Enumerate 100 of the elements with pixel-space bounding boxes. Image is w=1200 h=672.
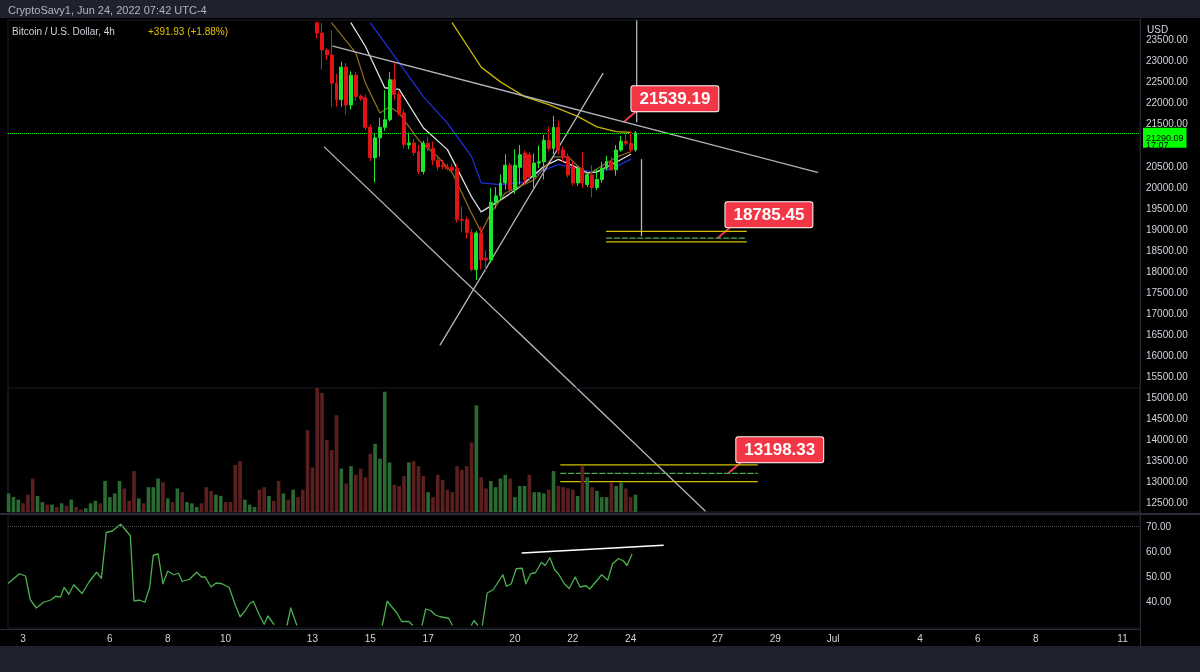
bar [291,489,295,512]
candlestick [634,130,637,153]
bar [382,391,387,512]
bar [286,499,291,512]
candlestick [421,140,425,175]
y-tick-label: 20500.00 [1146,160,1189,172]
bar [233,464,238,512]
bar [368,453,373,512]
y-tick-label: 15000.00 [1146,392,1189,404]
bar [209,490,213,512]
y-tick-label: 17500.00 [1146,286,1189,298]
candlestick [547,125,551,152]
x-tick-label: 11 [1117,632,1129,644]
bar [624,488,628,512]
bar [435,474,440,512]
x-tick-label: 3 [20,632,27,644]
y-tick-label: 15500.00 [1146,370,1189,382]
x-tick-label: 20 [509,632,521,644]
text: Bitcoin / U.S. Dollar, 4h [12,25,115,37]
line-series [350,22,632,213]
bar [98,503,103,512]
y-tick-label: 60.00 [1146,545,1172,557]
candlestick [590,164,594,198]
bar [407,462,411,512]
x-tick-label: 8 [164,632,171,644]
bar [532,492,537,512]
bar [267,495,271,512]
bar [137,498,141,512]
bar [16,499,21,512]
annotation: +391.93 (+1.88%) [148,25,229,37]
line-series [451,22,632,134]
y-tick-label: 12500.00 [1146,497,1189,509]
y-tick-label: 14000.00 [1146,434,1189,446]
line-series [331,22,632,233]
bar [590,487,594,512]
x-tick-label: 24 [625,632,637,644]
x-tick-label: 13 [306,632,319,644]
y-tick-label: 13500.00 [1146,455,1189,467]
bar [55,507,59,512]
bar [349,466,353,512]
bar [570,489,575,512]
bar [30,478,35,512]
bar [165,498,170,512]
x-tick-label: 10 [220,632,232,644]
bar [218,495,223,512]
y-tick-label: 20000.00 [1146,181,1189,193]
y-tick-label: 16000.00 [1146,349,1189,361]
candlestick [609,156,613,172]
candlestick [527,151,531,182]
bar [508,478,512,512]
bar [344,483,348,512]
candlestick [339,61,343,108]
chart-title: CryptoSavy1, Jun 24, 2022 07:42 UTC-4 [8,3,207,16]
y-tick-label: 23000.00 [1146,55,1189,67]
candlestick [585,172,589,188]
y-tick-label: 40.00 [1146,595,1172,607]
candlestick [552,115,555,155]
x-tick-label: 8 [1032,632,1039,644]
candlestick [344,62,348,116]
x-tick-label: 6 [107,632,114,644]
annotation: 13198.33 [744,440,816,460]
x-tick-label: 29 [769,632,782,644]
candlestick [508,162,512,194]
bar [161,482,165,512]
text: 17:07 [1146,140,1169,151]
bar [315,388,320,512]
x-tick-label: 22 [567,632,579,644]
y-tick-label: 14500.00 [1146,413,1189,425]
y-tick-label: 18500.00 [1146,244,1189,256]
bar [247,504,252,512]
candlestick [523,149,527,186]
candlestick [580,151,584,189]
x-tick-label: 17 [422,632,435,644]
y-tick-label: 50.00 [1146,570,1172,582]
bar [585,477,590,512]
y-tick-label: 19500.00 [1146,202,1189,214]
y-tick-label: 13000.00 [1146,476,1189,488]
candlestick [576,165,580,187]
y-tick-label: 18000.00 [1146,265,1189,277]
candlestick [407,131,411,150]
x-tick-label: 4 [917,632,924,644]
candlestick [349,70,353,111]
y-tick-label: 16500.00 [1146,328,1189,340]
bar [50,504,54,512]
y-tick-label: 22500.00 [1146,76,1189,88]
bar [426,492,430,512]
y-tick-label: 21500.00 [1146,118,1189,130]
ref-line-label: 21290.09 [1146,132,1184,143]
candlestick [474,230,478,281]
x-tick-label: 27 [711,632,724,644]
y-axis-title: USD [1147,23,1169,35]
y-tick-label: 23500.00 [1146,34,1189,46]
y-tick-label: 17000.00 [1146,307,1189,319]
annotation: 18785.45 [733,205,805,225]
bar [180,492,184,512]
y-tick-label: 22000.00 [1146,97,1189,109]
bar [69,499,74,512]
y-tick-label: 19000.00 [1146,223,1189,235]
annotation: 21539.19 [639,89,711,109]
x-tick-label: 6 [975,632,982,644]
